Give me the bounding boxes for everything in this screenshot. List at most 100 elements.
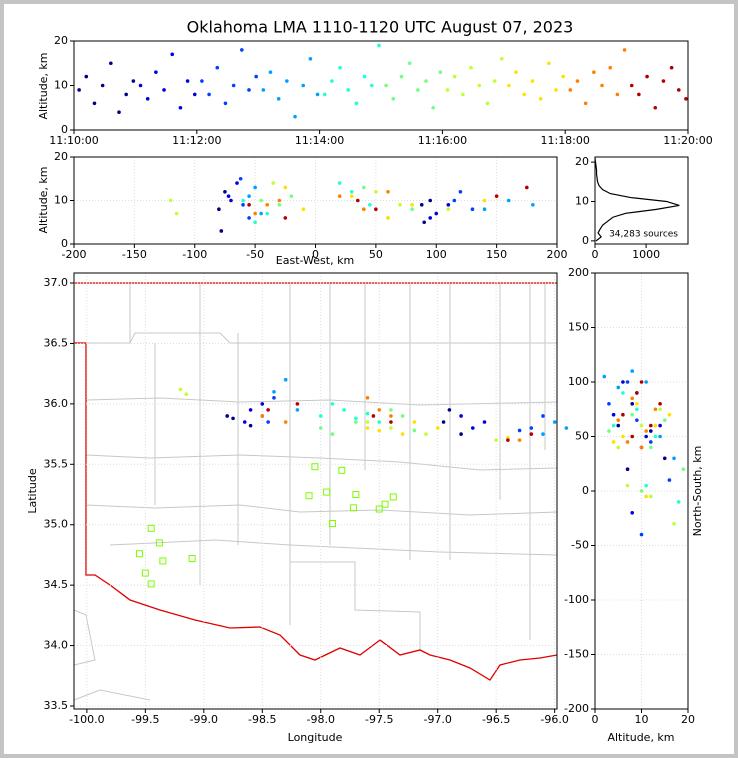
county-line bbox=[85, 454, 558, 471]
y-tick-label: 33.5 bbox=[44, 699, 69, 712]
x-tick-label: -99.5 bbox=[131, 713, 159, 726]
source-point bbox=[568, 88, 573, 92]
x-tick-label: -97.5 bbox=[365, 713, 393, 726]
x-tick-label: 11:14:00 bbox=[295, 134, 344, 147]
source-point bbox=[154, 70, 158, 74]
source-point bbox=[235, 181, 239, 185]
x-tick-label: 11:20:00 bbox=[663, 134, 712, 147]
source-point bbox=[635, 391, 639, 395]
station bbox=[389, 493, 397, 501]
source-point bbox=[424, 432, 428, 436]
source-point bbox=[482, 420, 487, 424]
source-point bbox=[592, 70, 596, 74]
y-tick-label: 10 bbox=[54, 79, 68, 92]
source-point bbox=[530, 79, 535, 83]
source-point bbox=[330, 432, 335, 436]
station bbox=[135, 550, 143, 558]
source-point bbox=[349, 194, 354, 198]
source-point bbox=[616, 385, 621, 390]
x-tick-label: 11:12:00 bbox=[172, 134, 221, 147]
y-tick-label: 35.5 bbox=[44, 457, 69, 470]
source-point bbox=[253, 220, 257, 225]
y-tick-label: 0 bbox=[61, 123, 68, 136]
source-point bbox=[649, 445, 653, 450]
source-point bbox=[424, 79, 428, 83]
source-point bbox=[629, 83, 634, 88]
source-point bbox=[662, 418, 667, 422]
source-point bbox=[630, 412, 634, 417]
x-tick-label: 150 bbox=[486, 248, 507, 261]
source-point bbox=[349, 190, 354, 194]
source-point bbox=[285, 79, 289, 83]
source-point bbox=[681, 467, 686, 472]
y-tick-label: 20 bbox=[575, 155, 589, 168]
source-point bbox=[412, 420, 417, 424]
source-point bbox=[389, 426, 393, 430]
source-point bbox=[469, 65, 473, 70]
y-tick-label: 35.0 bbox=[44, 518, 69, 531]
figure-background bbox=[4, 4, 734, 754]
source-point bbox=[109, 61, 113, 66]
y-tick-label: 37.0 bbox=[44, 276, 69, 289]
source-point bbox=[635, 407, 639, 412]
plot-frame bbox=[73, 272, 558, 710]
source-point bbox=[470, 207, 475, 211]
source-point bbox=[389, 420, 393, 424]
source-point bbox=[386, 190, 390, 194]
source-point bbox=[254, 74, 258, 79]
source-point bbox=[482, 198, 487, 203]
x-tick-label: -200 bbox=[62, 248, 87, 261]
source-point bbox=[676, 88, 681, 92]
source-point bbox=[217, 207, 221, 211]
source-point bbox=[547, 61, 551, 66]
source-point bbox=[630, 396, 634, 401]
y-tick-label: -50 bbox=[571, 539, 589, 552]
source-point bbox=[531, 203, 535, 207]
source-point bbox=[368, 203, 372, 207]
source-point bbox=[365, 426, 370, 430]
station bbox=[328, 520, 336, 528]
source-point bbox=[575, 79, 580, 83]
source-point bbox=[410, 207, 414, 211]
source-point bbox=[561, 74, 565, 79]
source-point bbox=[268, 70, 273, 74]
source-point bbox=[446, 207, 451, 211]
source-point bbox=[514, 70, 518, 74]
source-point bbox=[507, 83, 511, 88]
source-point bbox=[658, 434, 662, 439]
county-line bbox=[290, 561, 421, 650]
source-point bbox=[583, 101, 588, 106]
source-point bbox=[354, 416, 358, 421]
source-point bbox=[458, 190, 463, 194]
source-point bbox=[362, 207, 366, 211]
plot-frame bbox=[594, 272, 689, 710]
source-point bbox=[330, 402, 335, 406]
y-tick-label: 36.0 bbox=[44, 397, 69, 410]
x-tick-label: 1000 bbox=[632, 248, 660, 261]
y-tick-label: 0 bbox=[582, 234, 589, 247]
source-point bbox=[644, 434, 648, 439]
source-point bbox=[525, 185, 529, 190]
source-point bbox=[77, 88, 81, 92]
county-lines bbox=[73, 283, 558, 701]
y-tick-label: -200 bbox=[564, 702, 589, 715]
source-point bbox=[661, 79, 666, 83]
source-point bbox=[649, 494, 653, 499]
source-point bbox=[389, 414, 393, 418]
source-point bbox=[616, 423, 621, 428]
source-point bbox=[400, 414, 405, 418]
x-tick-label: -98.0 bbox=[307, 713, 335, 726]
x-tick-label: 11:10:00 bbox=[49, 134, 98, 147]
source-point bbox=[301, 207, 306, 211]
source-point bbox=[247, 88, 251, 92]
station bbox=[147, 580, 155, 588]
source-point bbox=[293, 114, 297, 119]
source-point bbox=[295, 408, 300, 412]
source-point bbox=[374, 207, 378, 211]
source-point bbox=[184, 392, 189, 397]
source-point bbox=[242, 420, 247, 424]
source-point bbox=[384, 83, 388, 88]
source-point bbox=[419, 203, 424, 207]
source-point bbox=[649, 440, 653, 444]
